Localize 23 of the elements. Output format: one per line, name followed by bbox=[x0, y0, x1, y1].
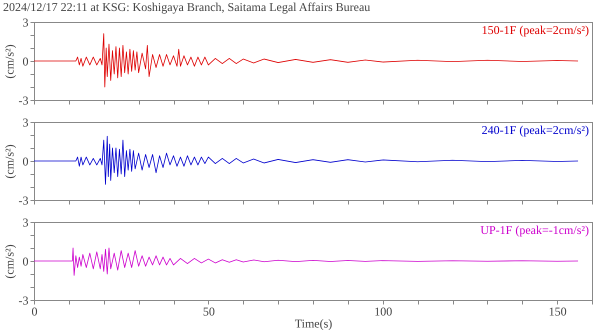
y-tick-label: 3 bbox=[22, 16, 28, 30]
x-axis-title: Time(s) bbox=[294, 316, 332, 330]
y-tick-label: 0 bbox=[22, 154, 28, 168]
y-tick-label: 3 bbox=[22, 216, 28, 230]
series-label: 150-1F (peak=2cm/s²) bbox=[482, 23, 590, 37]
chart-title: 2024/12/17 22:11 at KSG: Koshigaya Branch, Saitama Legal Affairs Bureau bbox=[3, 0, 370, 14]
y-axis-title: (cm/s²) bbox=[2, 244, 17, 279]
line-series bbox=[34, 136, 578, 185]
x-tick-label: 100 bbox=[374, 304, 392, 318]
x-tick-label: 150 bbox=[548, 304, 567, 318]
y-axis-title: (cm/s²) bbox=[2, 144, 17, 179]
y-tick-label: -3 bbox=[18, 94, 28, 108]
x-tick-label: 50 bbox=[202, 304, 215, 318]
y-tick-label: -3 bbox=[18, 194, 28, 208]
y-tick-label: -3 bbox=[18, 294, 28, 308]
text: UP-1F (peak=-1cm/s²) bbox=[480, 223, 589, 237]
line-series bbox=[34, 248, 578, 276]
y-axis-title: (cm/s²) bbox=[2, 44, 17, 79]
y-tick-label: 0 bbox=[22, 254, 28, 268]
x-tick-label: 0 bbox=[32, 304, 38, 318]
text: 240-1F (peak=2cm/s²) bbox=[482, 123, 590, 137]
y-tick-label: 0 bbox=[22, 54, 28, 68]
y-tick-label: 3 bbox=[22, 116, 28, 130]
